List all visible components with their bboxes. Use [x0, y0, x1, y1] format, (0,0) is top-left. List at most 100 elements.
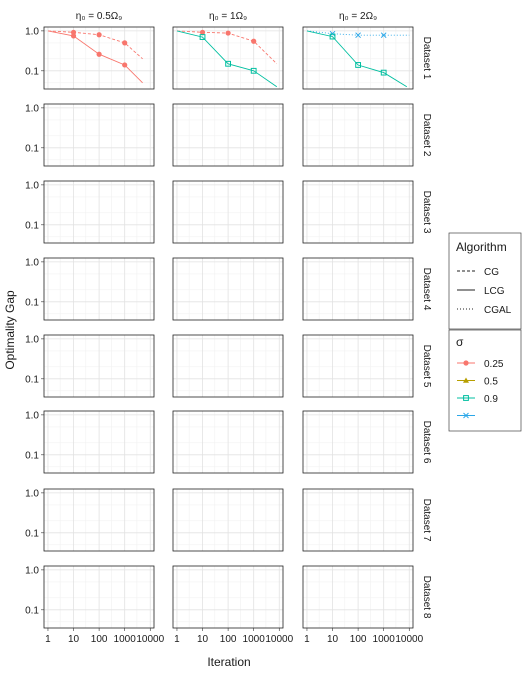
facet-panel [172, 180, 284, 244]
facet-panel: 0.1 1.0 [25, 410, 155, 474]
panel-border [172, 410, 284, 474]
data-point [250, 67, 257, 74]
series-line [176, 30, 278, 88]
legend-title: Algorithm [456, 240, 507, 254]
facet-panel [302, 334, 414, 398]
data-point [355, 32, 361, 39]
row-strip-label: Dataset 7 [421, 499, 432, 542]
panel-border [302, 488, 414, 552]
x-tick-label: 10000 [136, 634, 164, 645]
data-point [251, 38, 257, 44]
y-tick-label: 0.1 [25, 605, 39, 616]
legend-label: 0.9 [484, 394, 498, 405]
x-tick-label: 10 [197, 634, 209, 645]
panel-border [302, 103, 414, 167]
x-tick-label: 10 [68, 634, 80, 645]
y-tick-label: 0.1 [25, 66, 39, 77]
x-tick-label: 1000 [373, 634, 396, 645]
panel-border [302, 334, 414, 398]
panel-border [302, 257, 414, 321]
data-point [329, 33, 336, 40]
x-tick-label: 100 [91, 634, 108, 645]
row-strip-label: Dataset 3 [421, 191, 432, 234]
panel-border [172, 103, 284, 167]
facet-panel: 0.1 1.0 [25, 103, 155, 167]
y-tick-label: 0.1 [25, 297, 39, 308]
facet-panel [172, 26, 284, 90]
row-strip-label: Dataset 8 [421, 576, 432, 619]
legend-title: σ [456, 335, 464, 349]
x-tick-label: 1 [174, 634, 180, 645]
facet-panel [172, 488, 284, 552]
panel-border [172, 26, 284, 90]
data-point [96, 51, 102, 57]
panel-border [43, 488, 155, 552]
row-strip-label: Dataset 1 [421, 37, 432, 80]
y-tick-label: 1.0 [25, 257, 39, 268]
facet-panel: 0.1 1.0 [25, 257, 155, 321]
panel-border [43, 334, 155, 398]
y-tick-label: 1.0 [25, 488, 39, 499]
series-line [306, 30, 408, 88]
panel-border [172, 488, 284, 552]
legend: Algorithm CG LCG CGAL σ 0.25 0.5 0.9 [448, 232, 522, 432]
legend-label: 0.5 [484, 377, 498, 388]
panel-border [43, 257, 155, 321]
facet-panel: 0.1 1.0 [25, 26, 155, 90]
legend-box [448, 232, 522, 330]
x-tick-label: 100 [220, 634, 237, 645]
data-point [380, 32, 387, 39]
panel-border [43, 180, 155, 244]
y-axis-title: Optimality Gap [3, 290, 17, 370]
data-point [96, 32, 102, 38]
panel-border [43, 103, 155, 167]
panel-border [172, 334, 284, 398]
data-point [70, 33, 77, 39]
panel-border [172, 180, 284, 244]
y-tick-label: 1.0 [25, 334, 39, 345]
x-tick-label: 1 [45, 634, 51, 645]
facet-panel [302, 180, 414, 244]
facet-panel [172, 565, 284, 629]
y-tick-label: 1.0 [25, 180, 39, 191]
facet-panel: 0.1 1.0 [25, 334, 155, 398]
x-tick-label: 10 [327, 634, 339, 645]
panel-border [172, 257, 284, 321]
facet-panel: 0.1 1.0 [25, 565, 155, 629]
y-tick-label: 0.1 [25, 220, 39, 231]
y-tick-label: 1.0 [25, 410, 39, 421]
data-point [122, 40, 128, 46]
facet-panel [172, 257, 284, 321]
row-strip-label: Dataset 5 [421, 345, 432, 388]
data-point [122, 62, 128, 68]
facet-panel: 0.1 1.0 [25, 180, 155, 244]
legend-label: CG [484, 267, 499, 278]
row-strip-label: Dataset 2 [421, 114, 432, 157]
facet-panel [302, 257, 414, 321]
y-tick-label: 1.0 [25, 103, 39, 114]
panel-border [43, 26, 155, 90]
panel-border [43, 410, 155, 474]
x-axis-title: Iteration [207, 655, 250, 669]
x-tick-label: 100 [350, 634, 367, 645]
facet-panel [302, 26, 414, 90]
legend-key [463, 377, 469, 383]
facet-panel: 0.1 1.0 [25, 488, 155, 552]
y-tick-label: 0.1 [25, 374, 39, 385]
x-tick-label: 1 [304, 634, 310, 645]
row-strip-label: Dataset 4 [421, 268, 432, 311]
facet-panel [302, 410, 414, 474]
y-tick-label: 1.0 [25, 26, 39, 37]
x-tick-label: 1000 [114, 634, 137, 645]
data-point [199, 29, 206, 35]
panel-border [302, 410, 414, 474]
column-header: η₀ = 1Ω₉ [209, 11, 247, 22]
column-header: η₀ = 0.5Ω₉ [76, 11, 122, 22]
facet-panel [172, 103, 284, 167]
y-tick-label: 0.1 [25, 528, 39, 539]
panel-border [302, 26, 414, 90]
legend-key [463, 395, 469, 401]
y-tick-label: 1.0 [25, 565, 39, 576]
facet-panel [302, 488, 414, 552]
